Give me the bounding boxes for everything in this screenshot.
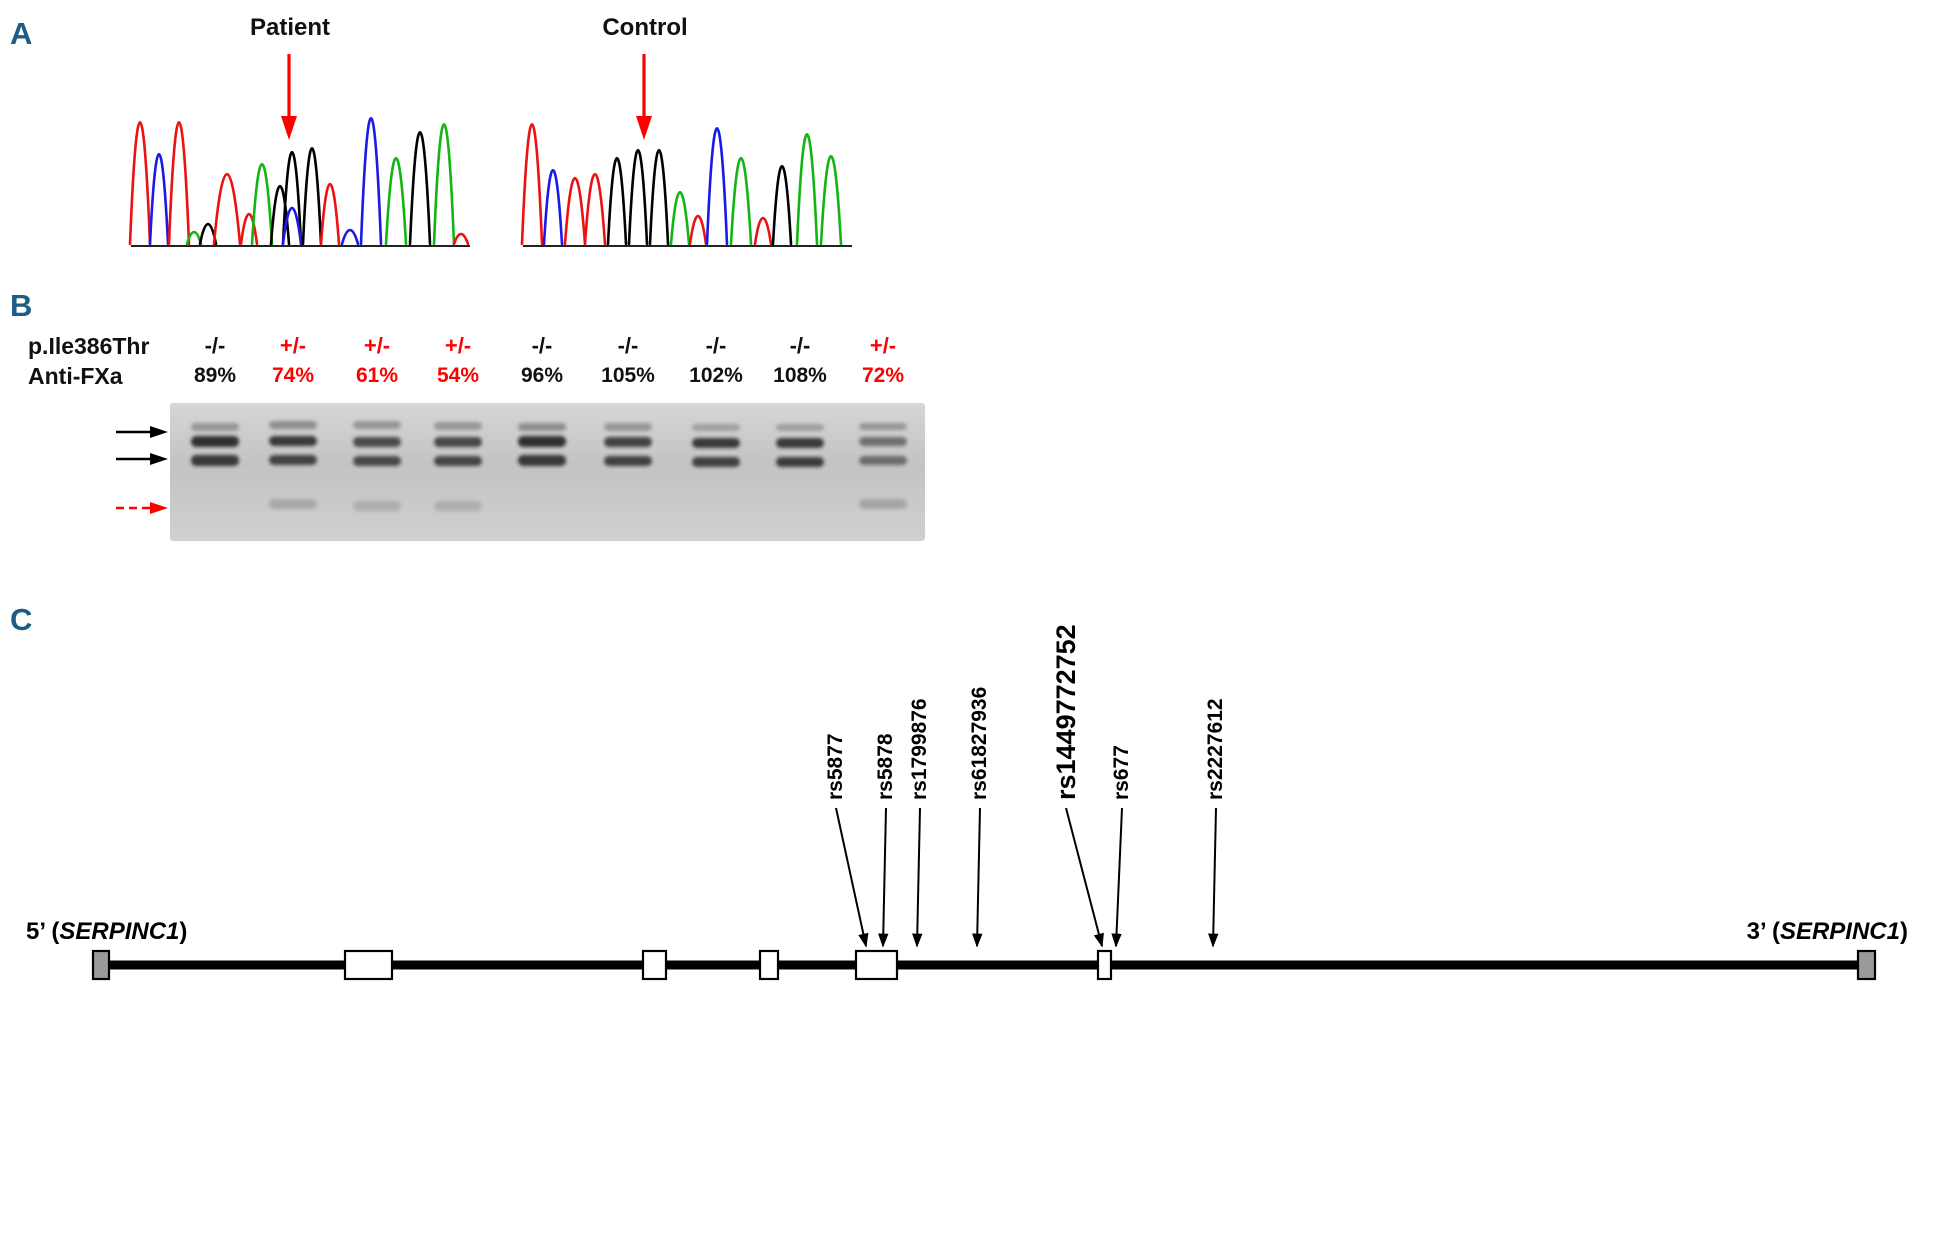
snp-label-rs2227612: rs2227612 xyxy=(1204,698,1227,800)
gene-name-italic: SERPINC1 xyxy=(1779,918,1900,945)
lane-column: +/- 74% xyxy=(253,331,333,391)
snp-label-rs61827936: rs61827936 xyxy=(968,686,991,800)
lane-activity: 102% xyxy=(689,364,743,387)
snp-label-rs1799876: rs1799876 xyxy=(908,698,931,800)
lane-column: +/- 61% xyxy=(337,331,417,391)
panel-c-label: C xyxy=(10,602,33,637)
lane-column: -/- 102% xyxy=(676,331,756,391)
snp-label-rs5878: rs5878 xyxy=(874,733,897,800)
snp-label-rs5877: rs5877 xyxy=(824,733,847,800)
three-prime-label: 3’ (SERPINC1) xyxy=(1700,918,1908,946)
assay-row-label: Anti-FXa xyxy=(28,363,123,389)
lane-activity: 61% xyxy=(355,364,399,387)
gene-name-italic: SERPINC1 xyxy=(59,918,180,945)
gel-band-arrows xyxy=(116,426,168,514)
panel-b-label: B xyxy=(10,288,33,323)
lane-activity: 105% xyxy=(601,364,655,387)
lane-genotype: +/- xyxy=(444,333,472,358)
red-down-arrow-icon xyxy=(636,54,652,140)
lane-genotype: +/- xyxy=(279,333,307,358)
lane-activity: 96% xyxy=(520,364,564,387)
lane-column: -/- 105% xyxy=(588,331,668,391)
lane-genotype: -/- xyxy=(705,333,727,358)
lane-activity: 89% xyxy=(193,364,237,387)
three-prime-suffix: ) xyxy=(1900,918,1908,945)
five-prime-prefix: 5’ ( xyxy=(26,918,60,945)
snp-label-rs1449772752: rs1449772752 xyxy=(1051,624,1081,800)
patient-label: Patient xyxy=(249,14,330,41)
control-label: Control xyxy=(602,14,688,41)
lane-column: -/- 96% xyxy=(502,331,582,391)
degraded-band-dashed-arrow-icon xyxy=(116,502,168,514)
five-prime-suffix: ) xyxy=(179,918,188,945)
three-prime-prefix: 3’ ( xyxy=(1746,918,1780,945)
lane-genotype: -/- xyxy=(531,333,553,358)
lane-genotype: -/- xyxy=(789,333,811,358)
lane-genotype: -/- xyxy=(617,333,639,358)
lane-genotype: -/- xyxy=(204,333,226,358)
lane-activity: 74% xyxy=(271,364,315,387)
band-arrow-2-icon xyxy=(116,453,168,465)
gel-image xyxy=(170,403,925,541)
lane-genotype: +/- xyxy=(869,333,897,358)
lane-column: -/- 108% xyxy=(760,331,840,391)
control-chromatogram xyxy=(520,123,852,247)
lane-activity: 72% xyxy=(861,364,905,387)
panel-a-label: A xyxy=(10,16,33,51)
genotype-row-label: p.Ile386Thr xyxy=(28,333,150,359)
gene-diagram xyxy=(91,807,1877,981)
lane-column: +/- 72% xyxy=(843,331,923,391)
patient-variant-arrow xyxy=(281,54,297,140)
snp-label-rs677: rs677 xyxy=(1110,745,1133,800)
lane-genotype: +/- xyxy=(363,333,391,358)
red-down-arrow-icon xyxy=(281,54,297,140)
lane-activity: 108% xyxy=(773,364,827,387)
patient-chromatogram xyxy=(128,117,470,247)
lane-column: +/- 54% xyxy=(418,331,498,391)
band-arrow-1-icon xyxy=(116,426,168,438)
lane-activity: 54% xyxy=(436,364,480,387)
lane-column: -/- 89% xyxy=(175,331,255,391)
five-prime-label: 5’ (SERPINC1) xyxy=(26,918,187,946)
control-variant-arrow xyxy=(636,54,652,140)
